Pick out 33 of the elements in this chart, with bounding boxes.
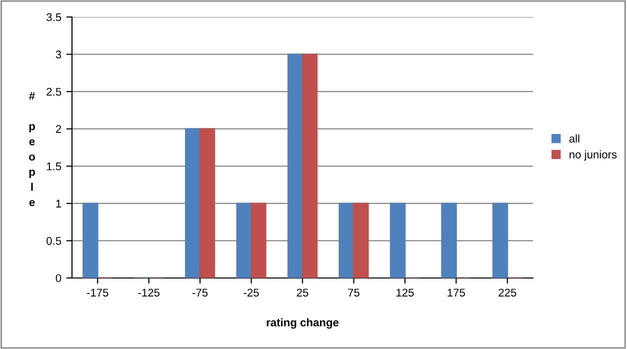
x-tick-label: 75 [348,288,360,297]
y-tick-label: 1 [56,200,62,208]
bar [185,128,201,278]
bar [353,202,369,278]
y-tick-label: 3.5 [46,13,62,22]
y-tick-label: 2 [56,125,62,133]
text: # people [29,92,35,206]
bar [287,54,304,278]
bar [492,202,508,278]
bar [250,202,266,278]
legend-label: no juniors [570,150,617,161]
bar [82,202,98,278]
x-tick-label: 225 [498,288,516,297]
x-tick-label: -25 [244,288,259,297]
y-tick-label: 2.5 [46,88,62,96]
x-tick-label: 25 [296,288,308,297]
bar [236,202,252,278]
x-tick-label: 125 [396,288,414,297]
x-tick-label: -125 [138,288,160,297]
x-axis-title: rating change [266,318,339,329]
x-tick-label: 175 [448,288,465,297]
bar [338,202,354,278]
legend-label: all [569,134,580,143]
y-tick-label: 0.5 [46,236,62,245]
x-tick-label: -75 [192,288,208,297]
y-tick-label: 3 [56,50,62,58]
bar [302,54,318,278]
y-tick-label: 0 [56,274,62,282]
x-tick-label: -175 [86,288,108,297]
y-tick-label: 1.5 [46,162,62,170]
bar [199,128,216,278]
bar [441,202,457,278]
bar [390,202,406,278]
